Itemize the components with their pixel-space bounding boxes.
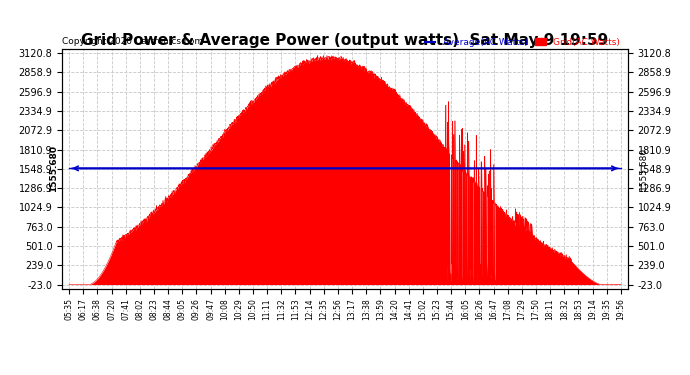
Text: 1555.680: 1555.680 — [49, 145, 58, 192]
Text: 1555.680: 1555.680 — [639, 147, 648, 190]
Text: Copyright 2020 Cartronics.com: Copyright 2020 Cartronics.com — [62, 38, 204, 46]
Legend: Average(AC Watts), Grid(AC Watts): Average(AC Watts), Grid(AC Watts) — [421, 34, 623, 50]
Title: Grid Power & Average Power (output watts)  Sat May 9 19:59: Grid Power & Average Power (output watts… — [81, 33, 609, 48]
